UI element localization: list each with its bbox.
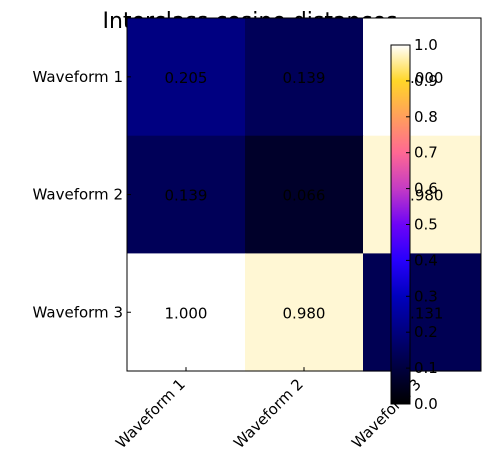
heatmap-cell	[363, 253, 482, 372]
heatmap-cells: 0.205 0.139 1.000 0.139 0.066 0.980 1.000 0.980…	[127, 18, 482, 372]
heatmap-cell	[127, 135, 246, 254]
colorbar-tick-label: 0.4	[414, 251, 438, 269]
heatmap-cell	[127, 253, 246, 372]
colorbar-tick-label: 0.1	[414, 359, 438, 377]
column-label: Waveform 1	[112, 375, 189, 450]
colorbar-tick-label: 0.0	[414, 395, 438, 413]
heatmap-cell	[363, 135, 482, 254]
heatmap-cell	[245, 253, 364, 372]
cell-value-label: 0.980	[283, 304, 326, 322]
cell-value-label: 0.066	[283, 187, 326, 205]
cell-value-label: 0.205	[165, 69, 208, 87]
column-label: Waveform 2	[230, 375, 307, 450]
cell-value-label: 0.139	[283, 69, 326, 87]
row-label: Waveform 3	[33, 303, 123, 321]
colorbar-ticks: 0.0 0.1 0.2 0.3 0.4 0.5 0.6 0.7 0.8 0.9 1.0	[406, 36, 438, 413]
cell-value-label: 1.000	[165, 304, 208, 322]
row-label: Waveform 1	[33, 68, 123, 86]
colorbar-tick-label: 1.0	[414, 36, 438, 54]
heatmap-cell	[127, 18, 246, 137]
column-labels: Waveform 1 Waveform 2 Waveform 3	[112, 367, 425, 450]
cell-value-label: 0.139	[165, 187, 208, 205]
row-label: Waveform 2	[33, 186, 123, 204]
row-labels: Waveform 1 Waveform 2 Waveform 3	[33, 68, 131, 321]
colorbar-tick-label: 0.6	[414, 180, 438, 198]
colorbar: 0.0 0.1 0.2 0.3 0.4 0.5 0.6 0.7 0.8 0.9 1.0	[390, 36, 438, 413]
colorbar-tick-label: 0.8	[414, 108, 438, 126]
colorbar-tick-label: 0.5	[414, 216, 438, 234]
cell-value-label: 1.000	[401, 69, 444, 87]
colorbar-tick-label: 0.3	[414, 287, 438, 305]
heatmap-cell	[245, 18, 364, 137]
colorbar-tick-label: 0.9	[414, 72, 438, 90]
colorbar-tick-label: 0.2	[414, 323, 438, 341]
cell-value-label: 0.131	[401, 304, 444, 322]
colorbar-tick-label: 0.7	[414, 144, 438, 162]
cell-value-label: 0.980	[401, 187, 444, 205]
heatmap-cell	[245, 135, 364, 254]
heatmap-cell	[363, 18, 482, 137]
